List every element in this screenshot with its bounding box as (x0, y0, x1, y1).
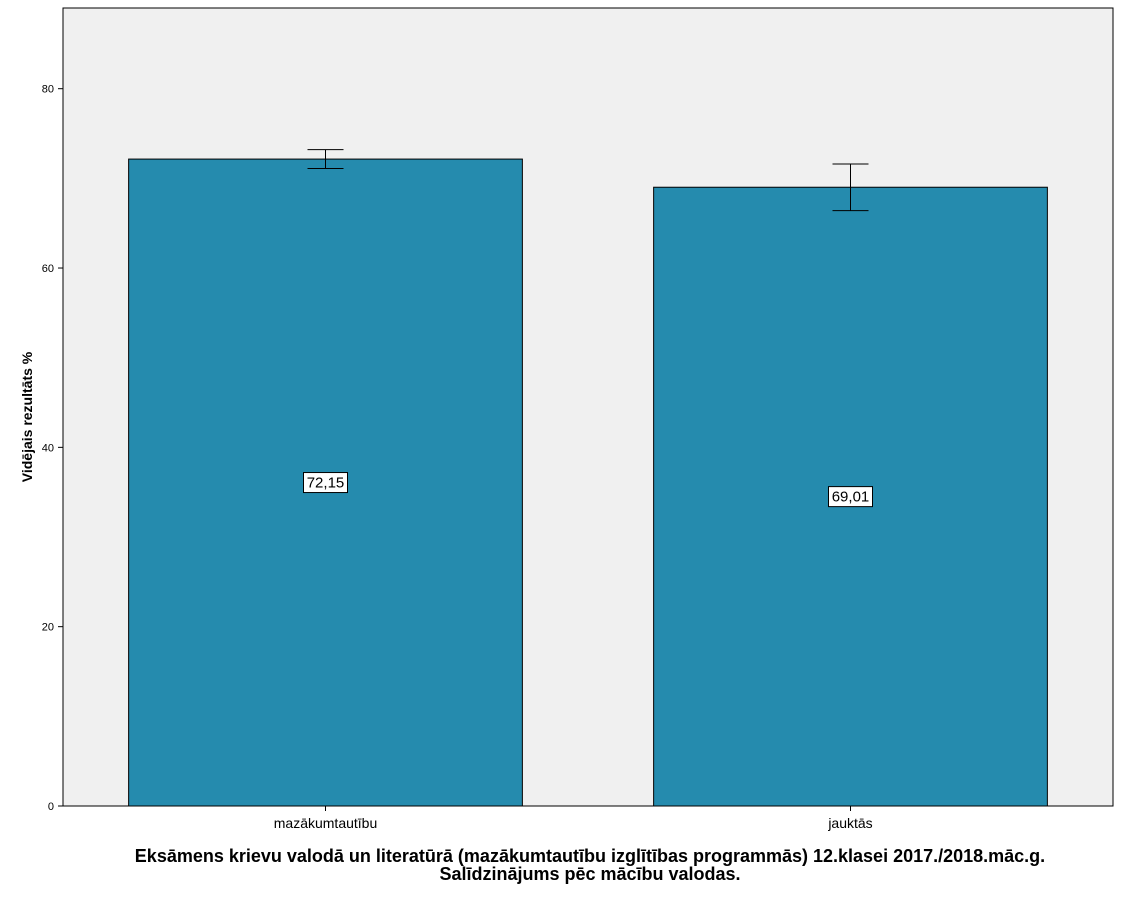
chart-subtitle: Salīdzinājums pēc mācību valodas. (439, 864, 740, 884)
y-axis-label: Vidējais rezultāts % (19, 351, 35, 482)
x-tick-label: mazākumtautību (274, 815, 378, 831)
data-label-box (303, 472, 348, 494)
x-tick-label: jauktās (827, 815, 872, 831)
y-tick-label: 60 (42, 263, 54, 275)
y-tick-label: 40 (42, 442, 54, 454)
chart-title: Eksāmens krievu valodā un literatūrā (ma… (135, 846, 1045, 866)
y-tick-label: 80 (42, 84, 54, 96)
error-bars (307, 149, 869, 212)
x-axis: mazākumtautību jauktās (274, 806, 873, 831)
y-axis: 0 20 40 60 80 (42, 84, 63, 813)
data-labels: 72,15 69,01 (303, 472, 873, 508)
y-tick-label: 20 (42, 622, 54, 634)
data-label: 72,15 (307, 475, 345, 492)
y-tick-label: 0 (48, 801, 54, 813)
data-label: 69,01 (832, 489, 870, 506)
data-label-box (828, 486, 873, 508)
